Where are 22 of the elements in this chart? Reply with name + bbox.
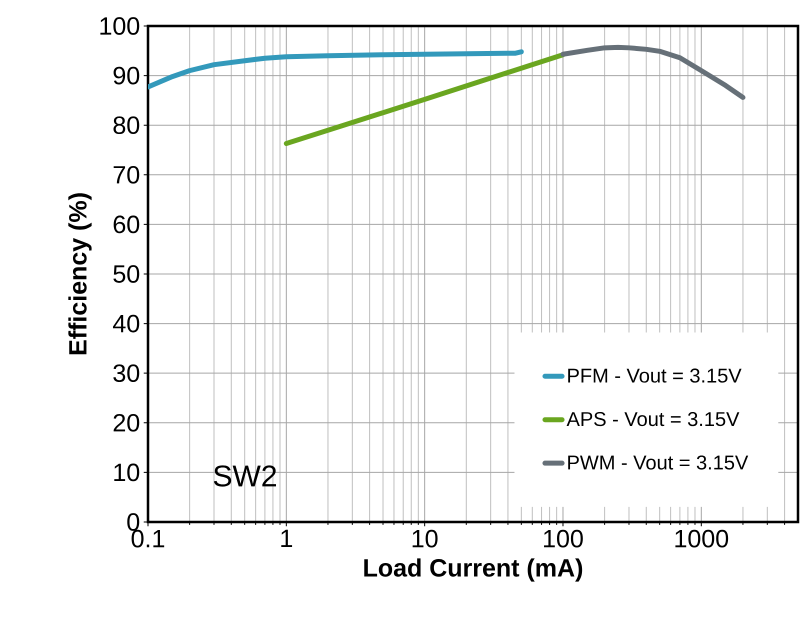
y-tick-label: 90: [114, 66, 140, 84]
x-tick-label: 10: [412, 530, 438, 548]
y-tick-label: 20: [114, 414, 140, 432]
y-tick-label: 50: [113, 265, 140, 283]
y-tick-label: 100: [100, 17, 140, 35]
legend-label: PWM - Vout = 3.15V: [568, 455, 748, 470]
y-tick-label: 60: [114, 216, 140, 234]
x-tick-label: 1: [281, 530, 292, 547]
y-tick-label: 30: [113, 364, 140, 382]
legend-label: PFM - Vout = 3.15V: [568, 368, 742, 383]
y-tick-label: 70: [114, 166, 140, 184]
y-tick-label: 40: [112, 314, 140, 332]
x-tick-label: 0.1: [132, 530, 164, 548]
y-axis-title: Efficiency (%): [68, 193, 92, 354]
y-tick-label: 80: [113, 116, 140, 134]
y-tick-label: 0: [127, 513, 140, 531]
annotation: SW2: [214, 465, 276, 487]
x-tick-label: 100: [544, 530, 583, 548]
y-tick-label: 10: [114, 464, 140, 482]
legend-label: APS - Vout = 3.15V: [566, 412, 740, 426]
x-tick-label: 1000: [675, 530, 728, 548]
x-axis-title: Load Current (mA): [364, 558, 582, 582]
